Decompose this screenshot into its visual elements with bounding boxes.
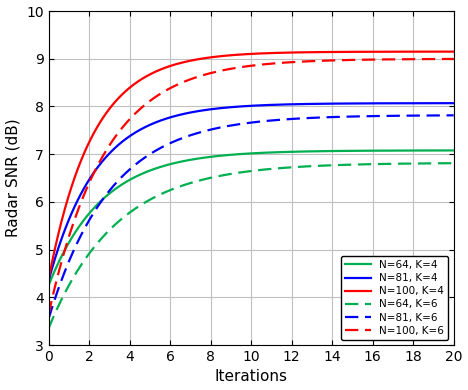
N=100, K=6	[241, 64, 246, 69]
N=81, K=4	[241, 104, 246, 108]
N=64, K=6	[287, 165, 292, 170]
N=64, K=6	[441, 161, 447, 166]
N=81, K=4	[265, 103, 271, 107]
N=81, K=6	[265, 119, 271, 123]
N=64, K=4	[238, 152, 244, 156]
N=100, K=4	[441, 49, 447, 54]
Line: N=81, K=6: N=81, K=6	[49, 115, 453, 319]
Line: N=64, K=6: N=64, K=6	[49, 163, 453, 328]
N=100, K=6	[287, 60, 292, 65]
N=100, K=6	[378, 57, 383, 62]
N=81, K=4	[378, 101, 383, 106]
N=64, K=6	[265, 167, 271, 172]
N=100, K=4	[451, 49, 456, 54]
N=81, K=4	[46, 278, 51, 283]
N=81, K=4	[451, 101, 456, 106]
N=81, K=4	[238, 104, 244, 109]
N=64, K=4	[241, 152, 246, 156]
N=100, K=4	[265, 51, 271, 55]
N=64, K=4	[378, 148, 383, 153]
N=100, K=6	[46, 312, 51, 316]
N=81, K=6	[441, 113, 447, 118]
N=81, K=6	[287, 117, 292, 121]
Line: N=100, K=4: N=100, K=4	[49, 51, 453, 279]
N=100, K=6	[441, 57, 447, 61]
N=64, K=4	[287, 149, 292, 154]
N=100, K=4	[287, 50, 292, 55]
N=81, K=6	[451, 113, 456, 118]
N=100, K=4	[378, 50, 383, 54]
N=81, K=6	[46, 316, 51, 321]
N=100, K=6	[238, 65, 244, 69]
Line: N=64, K=4: N=64, K=4	[49, 151, 453, 285]
N=100, K=6	[265, 62, 271, 66]
Line: N=100, K=6: N=100, K=6	[49, 59, 453, 314]
N=81, K=6	[378, 113, 383, 118]
N=81, K=4	[441, 101, 447, 106]
N=64, K=6	[46, 326, 51, 331]
N=64, K=4	[451, 148, 456, 153]
N=64, K=4	[441, 148, 447, 153]
N=100, K=4	[238, 52, 244, 57]
Legend: N=64, K=4, N=81, K=4, N=100, K=4, N=64, K=6, N=81, K=6, N=100, K=6: N=64, K=4, N=81, K=4, N=100, K=4, N=64, …	[341, 256, 448, 340]
N=81, K=4	[287, 102, 292, 107]
N=100, K=4	[46, 277, 51, 282]
N=64, K=4	[265, 150, 271, 155]
N=100, K=4	[241, 52, 246, 57]
N=64, K=6	[451, 161, 456, 165]
N=64, K=6	[238, 170, 244, 175]
N=64, K=4	[46, 283, 51, 288]
N=64, K=6	[241, 170, 246, 174]
N=64, K=6	[378, 161, 383, 166]
N=100, K=6	[451, 57, 456, 61]
X-axis label: Iterations: Iterations	[215, 369, 288, 385]
N=81, K=6	[238, 122, 244, 126]
N=81, K=6	[241, 121, 246, 126]
Line: N=81, K=4: N=81, K=4	[49, 103, 453, 281]
Y-axis label: Radar SNR (dB): Radar SNR (dB)	[6, 119, 21, 238]
